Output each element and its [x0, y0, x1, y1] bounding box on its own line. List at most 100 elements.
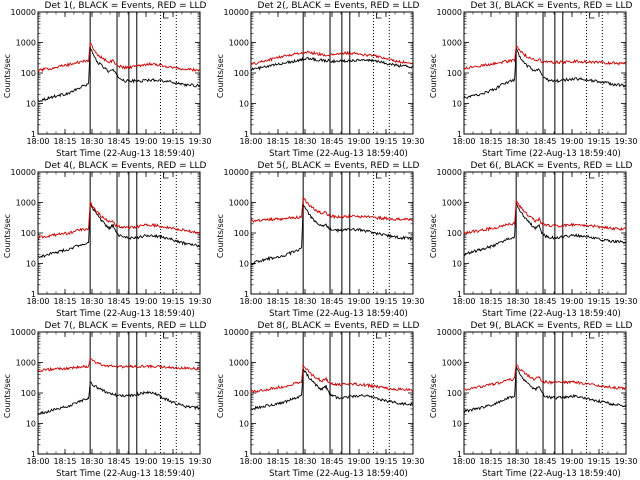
x-tick-label: 18:00 — [26, 457, 49, 466]
marker-glyph — [589, 13, 595, 19]
x-tick-label: 18:45 — [107, 137, 130, 146]
x-tick-label: 19:00 — [134, 137, 157, 146]
chart-svg: 1 10 100 1000 10000 18:00 18:15 18:30 18:45 19:00… — [437, 8, 638, 146]
x-tick-label: 19:30 — [401, 297, 424, 306]
x-tick-label: 18:45 — [107, 457, 130, 466]
plot-frame — [250, 171, 414, 295]
y-axis-label: Counts/sec — [216, 213, 225, 259]
x-tick-label: 18:45 — [320, 457, 343, 466]
y-tick-label: 100 — [21, 389, 36, 398]
marker-glyph — [163, 173, 169, 179]
marker-glyph — [589, 333, 595, 339]
detector-panel-1: 1 10 100 1000 10000 18:00 18:15 18:30 18:45 19:00… — [0, 0, 213, 160]
y-tick-label: 10000 — [437, 168, 462, 177]
plot-frame — [37, 11, 201, 135]
plot-frame — [250, 331, 414, 455]
y-axis-label: Counts/sec — [216, 373, 225, 419]
y-tick-label: 10000 — [224, 328, 249, 337]
y-axis-label: Counts/sec — [216, 53, 225, 99]
plot-frame — [37, 331, 201, 455]
x-tick-label: 18:15 — [266, 137, 289, 146]
marker-glyph — [376, 13, 382, 19]
plot-frame — [250, 11, 414, 135]
y-tick-label: 10 — [26, 100, 36, 109]
x-tick-label: 18:30 — [80, 137, 103, 146]
y-tick-label: 100 — [447, 229, 462, 238]
x-tick-label: 18:00 — [452, 457, 475, 466]
x-tick-label: 19:15 — [161, 137, 184, 146]
x-tick-label: 18:00 — [26, 297, 49, 306]
y-tick-label: 1 — [31, 450, 36, 459]
series-events-line — [37, 46, 201, 103]
y-tick-label: 1000 — [442, 39, 462, 48]
x-tick-label: 18:45 — [107, 297, 130, 306]
x-tick-label: 19:30 — [188, 137, 211, 146]
detector-panel-3: 1 10 100 1000 10000 18:00 18:15 18:30 18:45 19:00… — [426, 0, 639, 160]
x-tick-label: 18:30 — [293, 297, 316, 306]
y-tick-label: 10000 — [11, 8, 36, 17]
y-tick-label: 1 — [31, 130, 36, 139]
y-tick-label: 10 — [239, 260, 249, 269]
x-tick-label: 19:00 — [560, 297, 583, 306]
x-tick-label: 19:30 — [188, 297, 211, 306]
x-tick-label: 19:15 — [374, 457, 397, 466]
x-tick-label: 18:30 — [506, 297, 529, 306]
series-events-line — [37, 203, 201, 258]
panel-title: Det 4(, BLACK = Events, RED = LLD — [44, 161, 207, 171]
y-axis-label: Counts/sec — [3, 213, 12, 259]
marker-glyph — [589, 173, 595, 179]
y-tick-label: 10000 — [437, 8, 462, 17]
x-tick-label: 19:15 — [587, 297, 610, 306]
detector-panel-9: 1 10 100 1000 10000 18:00 18:15 18:30 18:45 19:00… — [426, 320, 639, 480]
panel-title: Det 1(, BLACK = Events, RED = LLD — [44, 1, 207, 11]
series-lld-line — [37, 357, 201, 373]
y-tick-label: 10 — [452, 260, 462, 269]
series-lld-line — [463, 46, 627, 70]
x-tick-label: 19:30 — [401, 137, 424, 146]
x-tick-label: 18:45 — [533, 137, 556, 146]
series-lld-line — [463, 363, 627, 391]
series-events-line — [250, 367, 414, 411]
x-axis-label: Start Time (22-Aug-13 18:59:40) — [56, 149, 195, 159]
x-tick-label: 18:30 — [293, 457, 316, 466]
y-tick-label: 1 — [457, 290, 462, 299]
panel-title: Det 5(, BLACK = Events, RED = LLD — [257, 161, 420, 171]
x-tick-label: 18:45 — [533, 297, 556, 306]
x-tick-label: 18:00 — [452, 137, 475, 146]
x-tick-label: 19:30 — [614, 137, 637, 146]
x-tick-label: 18:30 — [80, 297, 103, 306]
x-tick-label: 18:15 — [53, 297, 76, 306]
x-tick-label: 19:15 — [161, 457, 184, 466]
panel-title: Det 6(, BLACK = Events, RED = LLD — [470, 161, 633, 171]
series-events-line — [463, 47, 627, 99]
x-tick-label: 19:00 — [347, 297, 370, 306]
plot-frame — [463, 11, 627, 135]
y-axis-label: Counts/sec — [3, 373, 12, 419]
y-tick-label: 10000 — [11, 328, 36, 337]
series-lld-line — [37, 41, 201, 73]
y-tick-label: 1000 — [16, 39, 36, 48]
series-events-line — [37, 381, 201, 415]
y-axis-label: Counts/sec — [3, 53, 12, 99]
x-tick-label: 19:30 — [401, 457, 424, 466]
detector-panel-2: 1 10 100 1000 10000 18:00 18:15 18:30 18:45 19:00… — [213, 0, 426, 160]
detector-panel-8: 1 10 100 1000 10000 18:00 18:15 18:30 18:45 19:00… — [213, 320, 426, 480]
x-axis-label: Start Time (22-Aug-13 18:59:40) — [269, 469, 408, 479]
series-lld-line — [250, 50, 413, 66]
chart-svg: 1 10 100 1000 10000 18:00 18:15 18:30 18:45 19:00… — [11, 168, 212, 306]
x-tick-label: 18:15 — [53, 457, 76, 466]
x-axis-label: Start Time (22-Aug-13 18:59:40) — [482, 309, 621, 319]
x-tick-label: 19:00 — [134, 457, 157, 466]
detector-panel-5: 1 10 100 1000 10000 18:00 18:15 18:30 18:45 19:00… — [213, 160, 426, 320]
y-tick-label: 1000 — [442, 359, 462, 368]
series-events-line — [250, 203, 414, 266]
x-tick-label: 18:15 — [266, 457, 289, 466]
x-tick-label: 18:30 — [80, 457, 103, 466]
y-tick-label: 1 — [457, 130, 462, 139]
panel-title: Det 3(, BLACK = Events, RED = LLD — [470, 1, 633, 11]
x-axis-label: Start Time (22-Aug-13 18:59:40) — [482, 469, 621, 479]
y-tick-label: 100 — [21, 229, 36, 238]
x-tick-label: 18:30 — [293, 137, 316, 146]
chart-svg: 1 10 100 1000 10000 18:00 18:15 18:30 18:45 19:00… — [11, 8, 212, 146]
